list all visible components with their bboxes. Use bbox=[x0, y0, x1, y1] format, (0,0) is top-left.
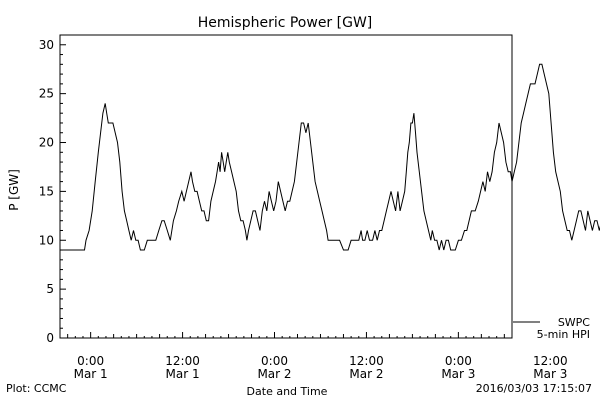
y-tick-label: 0 bbox=[46, 331, 54, 345]
x-tick-date-label: Mar 1 bbox=[74, 367, 108, 381]
legend-line2: 5-min HPI bbox=[537, 328, 590, 341]
x-tick-date-label: Mar 3 bbox=[533, 367, 567, 381]
series-line-swpc-hpi bbox=[60, 63, 600, 251]
x-axis-label: Date and Time bbox=[247, 385, 328, 398]
y-tick-label: 25 bbox=[39, 87, 54, 101]
x-tick-time-label: 12:00 bbox=[533, 354, 568, 368]
legend-line1: SWPC bbox=[558, 316, 590, 329]
y-tick-label: 5 bbox=[46, 282, 54, 296]
x-tick-date-label: Mar 2 bbox=[257, 367, 291, 381]
y-tick-label: 10 bbox=[39, 233, 54, 247]
x-tick-time-label: 12:00 bbox=[165, 354, 200, 368]
chart-title: Hemispheric Power [GW] bbox=[198, 15, 373, 31]
x-tick-date-label: Mar 3 bbox=[441, 367, 475, 381]
x-tick-time-label: 0:00 bbox=[261, 354, 288, 368]
x-tick-time-label: 0:00 bbox=[445, 354, 472, 368]
plot-timestamp: 2016/03/03 17:15:07 bbox=[475, 382, 592, 395]
legend: SWPC 5-min HPI bbox=[513, 316, 590, 341]
y-tick-label: 15 bbox=[39, 184, 54, 198]
x-tick-date-label: Mar 2 bbox=[349, 367, 383, 381]
x-tick-time-label: 12:00 bbox=[349, 354, 384, 368]
plot-credit: Plot: CCMC bbox=[6, 382, 67, 395]
y-axis: 0 5 10 15 20 25 30 bbox=[39, 34, 66, 345]
y-tick-label: 30 bbox=[39, 38, 54, 52]
y-axis-label: P [GW] bbox=[7, 169, 21, 211]
x-tick-date-label: Mar 1 bbox=[166, 367, 200, 381]
y-tick-label: 20 bbox=[39, 136, 54, 150]
x-tick-time-label: 0:00 bbox=[77, 354, 104, 368]
plot-frame bbox=[59, 34, 513, 339]
